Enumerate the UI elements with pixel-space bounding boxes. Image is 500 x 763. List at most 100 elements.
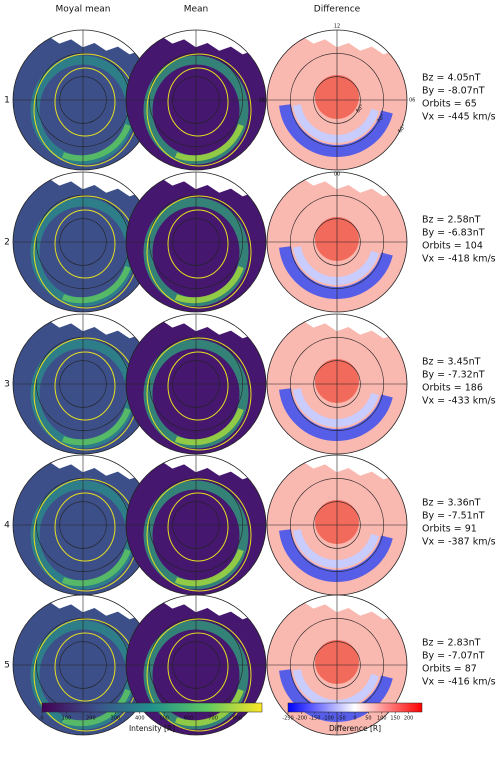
colorbar-tick-label: 150 (390, 716, 400, 722)
parameter: By = -7.51nT (422, 511, 485, 522)
boundary-inner (167, 209, 229, 279)
panel-border (266, 594, 408, 736)
parameter: Bz = 4.05nT (422, 73, 481, 84)
colorbar-label: Intensity [R] (129, 724, 175, 733)
colorbar-tick-label: 300 (111, 716, 121, 722)
boundary-inner (167, 351, 229, 421)
colorbar-tick-label: 100 (62, 716, 72, 722)
boundary-outer (146, 53, 252, 167)
colorbar-tick-label: 0 (40, 716, 43, 722)
negative-band (279, 669, 393, 722)
colorbar-tick-label: 500 (159, 716, 169, 722)
colorbar-tick-label: -50 (338, 716, 346, 722)
auroral-bright (174, 123, 244, 162)
parameter: Vx = -433 km/s (422, 396, 496, 407)
panel-border (266, 313, 408, 455)
negative-band (279, 388, 393, 441)
auroral-bright (174, 407, 244, 446)
auroral-bright (61, 548, 131, 587)
panel-border (125, 594, 267, 736)
colorbar-tick-label: -250 (282, 716, 293, 722)
auroral-bright (61, 265, 131, 304)
auroral-bright (61, 123, 131, 162)
colorbar-tick-label: 800 (233, 716, 243, 722)
panel-border (125, 313, 267, 455)
panel-border (125, 29, 267, 171)
parameter: Bz = 3.45nT (422, 357, 481, 368)
colorbar-tick-label: 50 (365, 716, 371, 722)
boundary-inner (54, 632, 116, 702)
parameter: By = -7.32nT (422, 370, 485, 381)
negative-band-inner (293, 388, 379, 427)
parameter: Bz = 2.83nT (422, 638, 481, 649)
polar-panel (126, 595, 266, 735)
row-label: 2 (4, 238, 10, 248)
auroral-bright (61, 688, 131, 727)
colorbar-tick-label: 600 (184, 716, 194, 722)
parameter: Orbits = 65 (422, 99, 477, 110)
auroral-bright (174, 265, 244, 304)
column-title: Mean (184, 5, 209, 15)
mlt-label: 00 (334, 172, 340, 178)
colorbar-tick-label: 200 (404, 716, 414, 722)
boundary-outer (146, 195, 252, 309)
row-label: 1 (4, 96, 10, 106)
row-label: 5 (4, 661, 10, 671)
negative-band-inner (293, 104, 379, 143)
parameter: Vx = -418 km/s (422, 254, 496, 265)
colorbar-tick-label: 200 (86, 716, 96, 722)
colorbar-tick-label: -100 (323, 716, 334, 722)
negative-band (279, 104, 393, 157)
latitude-label: 60° (397, 123, 408, 134)
negative-band-inner (293, 529, 379, 568)
negative-band (279, 529, 393, 582)
boundary-inner (167, 67, 229, 137)
negative-band (279, 246, 393, 299)
panel-border (266, 29, 408, 171)
boundary-inner (167, 632, 229, 702)
colorbar-tick-label: -150 (309, 716, 320, 722)
negative-band-inner (293, 246, 379, 285)
boundary-outer (146, 337, 252, 451)
row-label: 3 (4, 380, 10, 390)
colorbar-tick-label: 100 (377, 716, 387, 722)
colorbar-tick-label: 400 (135, 716, 145, 722)
parameter: Orbits = 91 (422, 524, 477, 535)
parameter: Bz = 2.58nT (422, 215, 481, 226)
colorbar-tick-label: 0 (353, 716, 356, 722)
latitude-label: 70° (376, 113, 387, 124)
auroral-bright (61, 407, 131, 446)
latitude-label: 80° (355, 103, 366, 114)
colorbar (287, 702, 423, 713)
parameter: Bz = 3.36nT (422, 498, 481, 509)
colorbar-tick-label: 700 (208, 716, 218, 722)
column-title: Moyal mean (56, 5, 111, 15)
parameter: Vx = -387 km/s (422, 537, 496, 548)
boundary-outer (146, 478, 252, 592)
mlt-label: 06 (409, 98, 415, 104)
parameter: Orbits = 104 (422, 241, 483, 252)
parameter: By = -6.83nT (422, 228, 485, 239)
parameter: By = -7.07nT (422, 651, 485, 662)
boundary-inner (167, 492, 229, 562)
parameter: Orbits = 186 (422, 383, 483, 394)
colorbar (41, 702, 263, 713)
column-title: Difference (314, 5, 361, 15)
auroral-bright (174, 548, 244, 587)
auroral-bright (174, 688, 244, 727)
panel-border (125, 171, 267, 313)
boundary-inner (54, 492, 116, 562)
mlt-label: 18 (259, 98, 265, 104)
boundary-inner (54, 209, 116, 279)
parameter: Vx = -445 km/s (422, 112, 496, 123)
parameter: By = -8.07nT (422, 86, 485, 97)
boundary-inner (54, 67, 116, 137)
colorbar-label: Difference [R] (329, 724, 381, 733)
panel-border (266, 171, 408, 313)
colorbar-tick-label: -200 (296, 716, 307, 722)
row-label: 4 (4, 521, 10, 531)
parameter: Vx = -416 km/s (422, 677, 496, 688)
boundary-outer (146, 618, 252, 732)
mlt-label: 12 (334, 24, 340, 30)
